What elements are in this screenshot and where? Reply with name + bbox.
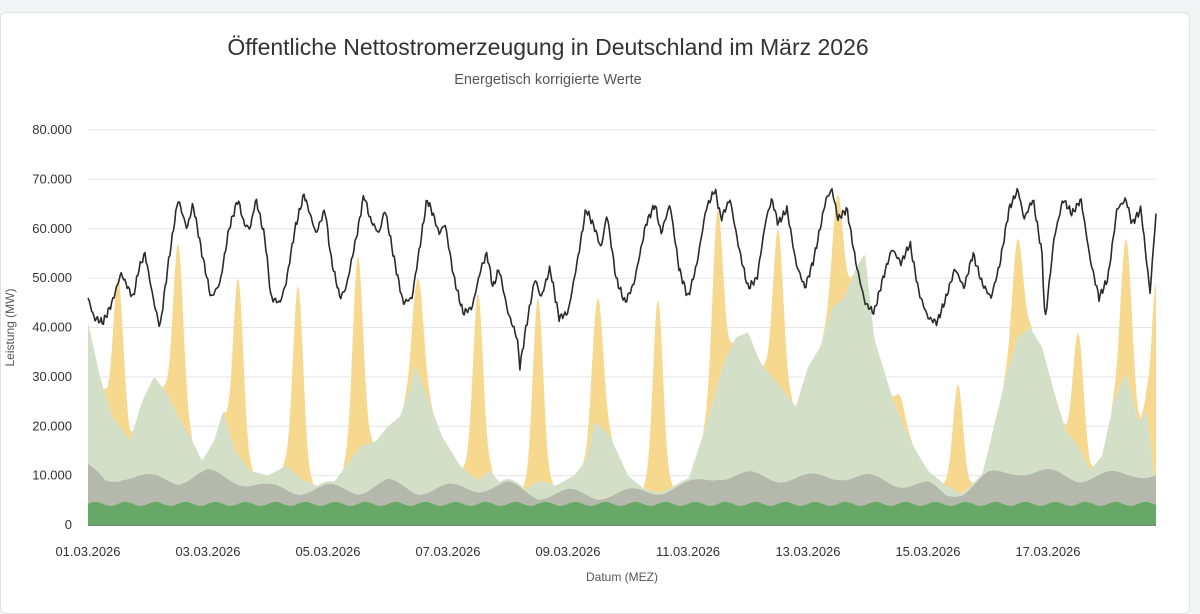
load-line xyxy=(87,187,1157,371)
fossil-area xyxy=(88,463,1156,506)
y-tick-label: 50.000 xyxy=(32,270,72,285)
load-line-group xyxy=(87,187,1157,371)
chart-title: Öffentliche Nettostromerzeugung in Deuts… xyxy=(227,34,869,60)
x-tick-label: 11.03.2026 xyxy=(656,544,720,559)
axis-group: 0 10.000 20.000 30.000 40.000 50.000 60.000 70.… xyxy=(32,122,1080,559)
x-tick-label: 09.03.2026 xyxy=(535,544,600,559)
y-tick-label: 60.000 xyxy=(32,221,72,236)
y-tick-label: 70.000 xyxy=(32,171,72,186)
x-axis-label: Datum (MEZ) xyxy=(586,570,658,584)
base-area xyxy=(88,501,1156,525)
y-tick-label: 0 xyxy=(65,517,72,532)
x-tick-label: 07.03.2026 xyxy=(415,544,480,559)
y-tick-label: 40.000 xyxy=(32,320,72,335)
wind-area xyxy=(88,255,1156,500)
y-tick-label: 80.000 xyxy=(32,122,72,137)
x-tick-label: 17.03.2026 xyxy=(1015,544,1080,559)
x-tick-label: 03.03.2026 xyxy=(175,544,240,559)
chart-subtitle: Energetisch korrigierte Werte xyxy=(454,72,642,88)
x-tick-label: 13.03.2026 xyxy=(775,544,840,559)
x-tick-label: 05.03.2026 xyxy=(295,544,360,559)
y-tick-label: 30.000 xyxy=(32,369,72,384)
y-axis-label: Leistung (MW) xyxy=(3,288,17,366)
y-tick-label: 10.000 xyxy=(32,468,72,483)
x-tick-label: 01.03.2026 xyxy=(55,544,120,559)
chart-plot[interactable]: 0 10.000 20.000 30.000 40.000 50.000 60.000 70.… xyxy=(0,0,1200,590)
x-tick-label: 15.03.2026 xyxy=(895,544,960,559)
solar-area xyxy=(88,194,1156,494)
y-tick-label: 20.000 xyxy=(32,418,72,433)
area-layers xyxy=(88,194,1156,525)
